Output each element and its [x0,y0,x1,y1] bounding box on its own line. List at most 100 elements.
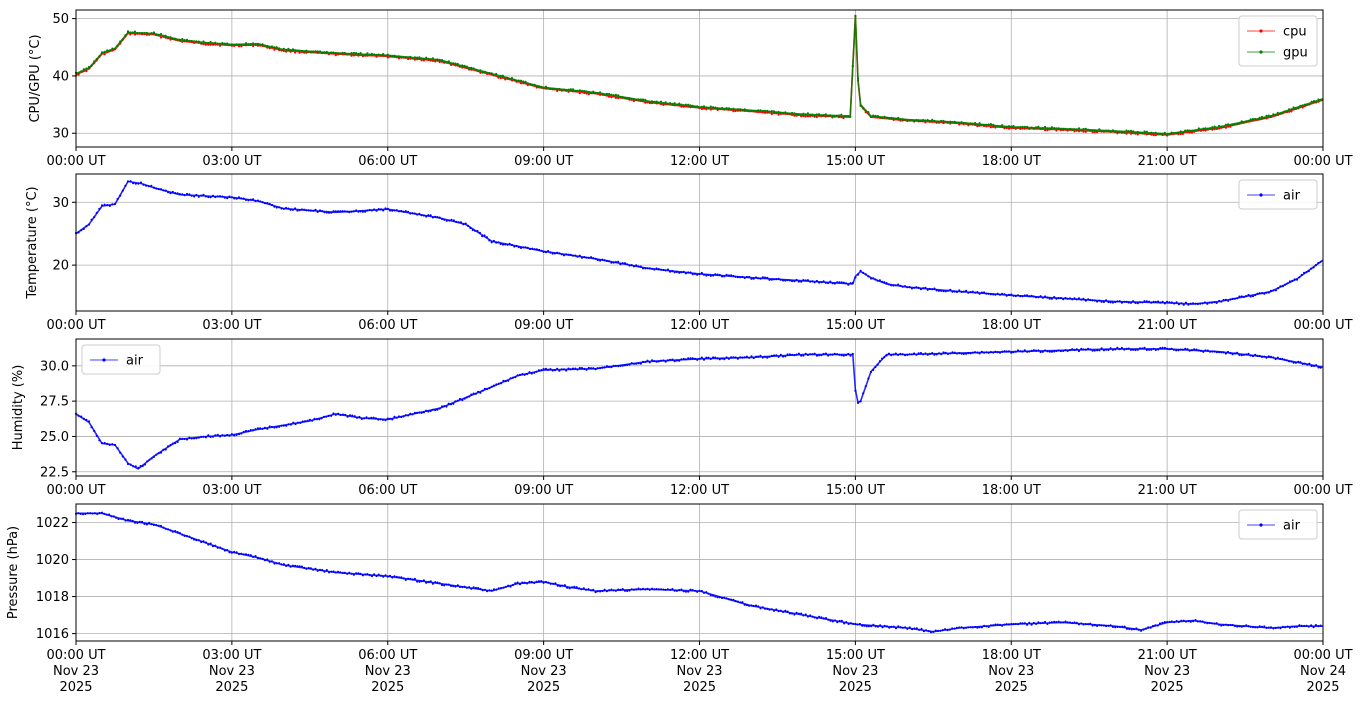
data-point [521,581,524,584]
data-point [204,436,207,439]
data-point [247,43,250,46]
data-point [639,265,642,268]
data-point [438,407,441,410]
x-tick-label: 03:00 UT [202,318,261,333]
data-point [878,279,882,282]
data-point [815,113,818,116]
data-point [82,227,85,230]
data-point [228,43,231,46]
data-point [763,111,767,114]
data-point [1293,625,1296,629]
data-point [138,520,141,524]
data-point [366,209,369,212]
data-point [946,120,950,123]
data-point [1107,624,1110,627]
data-point [216,195,219,198]
data-point [449,584,453,588]
data-point [1003,350,1006,353]
data-point [1224,126,1227,129]
data-point [1291,625,1294,628]
data-point [1016,126,1020,129]
data-point [307,566,310,570]
data-point [544,85,548,88]
data-point [148,521,151,525]
data-point [612,94,615,97]
grid [75,174,1324,311]
data-point [874,365,877,369]
data-point [766,356,769,359]
data-point [935,353,938,356]
data-point [940,289,943,292]
data-point [687,103,690,106]
data-point [603,588,606,591]
data-point [818,281,821,284]
data-point [296,49,299,52]
series-line-air [75,348,1324,470]
data-point [1203,301,1206,304]
data-point [348,211,351,214]
data-point [368,574,371,577]
data-point [662,588,665,591]
data-point [434,215,437,218]
data-point [1254,293,1257,297]
data-point [639,588,642,591]
data-point [542,368,545,371]
data-point [1317,366,1320,369]
data-point [630,264,633,267]
data-point [829,114,832,117]
data-point [515,79,518,82]
data-point [492,588,496,591]
data-point [1204,129,1207,132]
x-date-label: Nov 23 [1144,664,1190,679]
data-point [1240,625,1243,628]
data-point [252,198,255,201]
data-point [657,588,660,591]
data-point [906,353,909,356]
data-point [897,116,900,119]
data-point [320,417,323,420]
data-point [833,619,837,622]
data-point [416,213,419,216]
data-point [1196,620,1199,623]
data-point [1114,300,1117,304]
data-point [110,515,113,518]
data-point [202,540,205,543]
data-point [899,352,902,356]
data-point [777,110,780,114]
x-tick-label: 09:00 UT [514,154,573,169]
data-point [1001,350,1004,353]
data-point [134,182,137,185]
data-point [427,580,430,584]
data-point [1177,349,1180,352]
data-point [818,354,821,357]
data-point [1071,348,1074,351]
data-point [216,546,219,549]
data-point [418,411,421,414]
data-point [517,79,520,82]
data-point [632,99,636,103]
data-point [529,247,532,251]
data-point [795,113,798,116]
data-point [223,42,226,45]
data-point [134,465,137,468]
data-point [1236,123,1239,126]
data-point [526,82,529,85]
data-point [499,74,502,77]
data-point [174,530,177,533]
data-point [425,56,428,59]
data-point [599,91,602,94]
data-point [445,405,448,408]
data-point [495,72,498,76]
data-point [696,590,699,593]
data-point [793,613,796,616]
data-point [838,353,841,356]
data-point [822,114,825,117]
data-point [867,111,870,114]
y-tick-label: 30 [52,196,69,211]
data-point [578,587,581,590]
data-point [1231,297,1234,300]
data-point [436,581,439,584]
data-point [235,433,238,436]
data-point [962,627,965,630]
data-point [849,115,852,118]
